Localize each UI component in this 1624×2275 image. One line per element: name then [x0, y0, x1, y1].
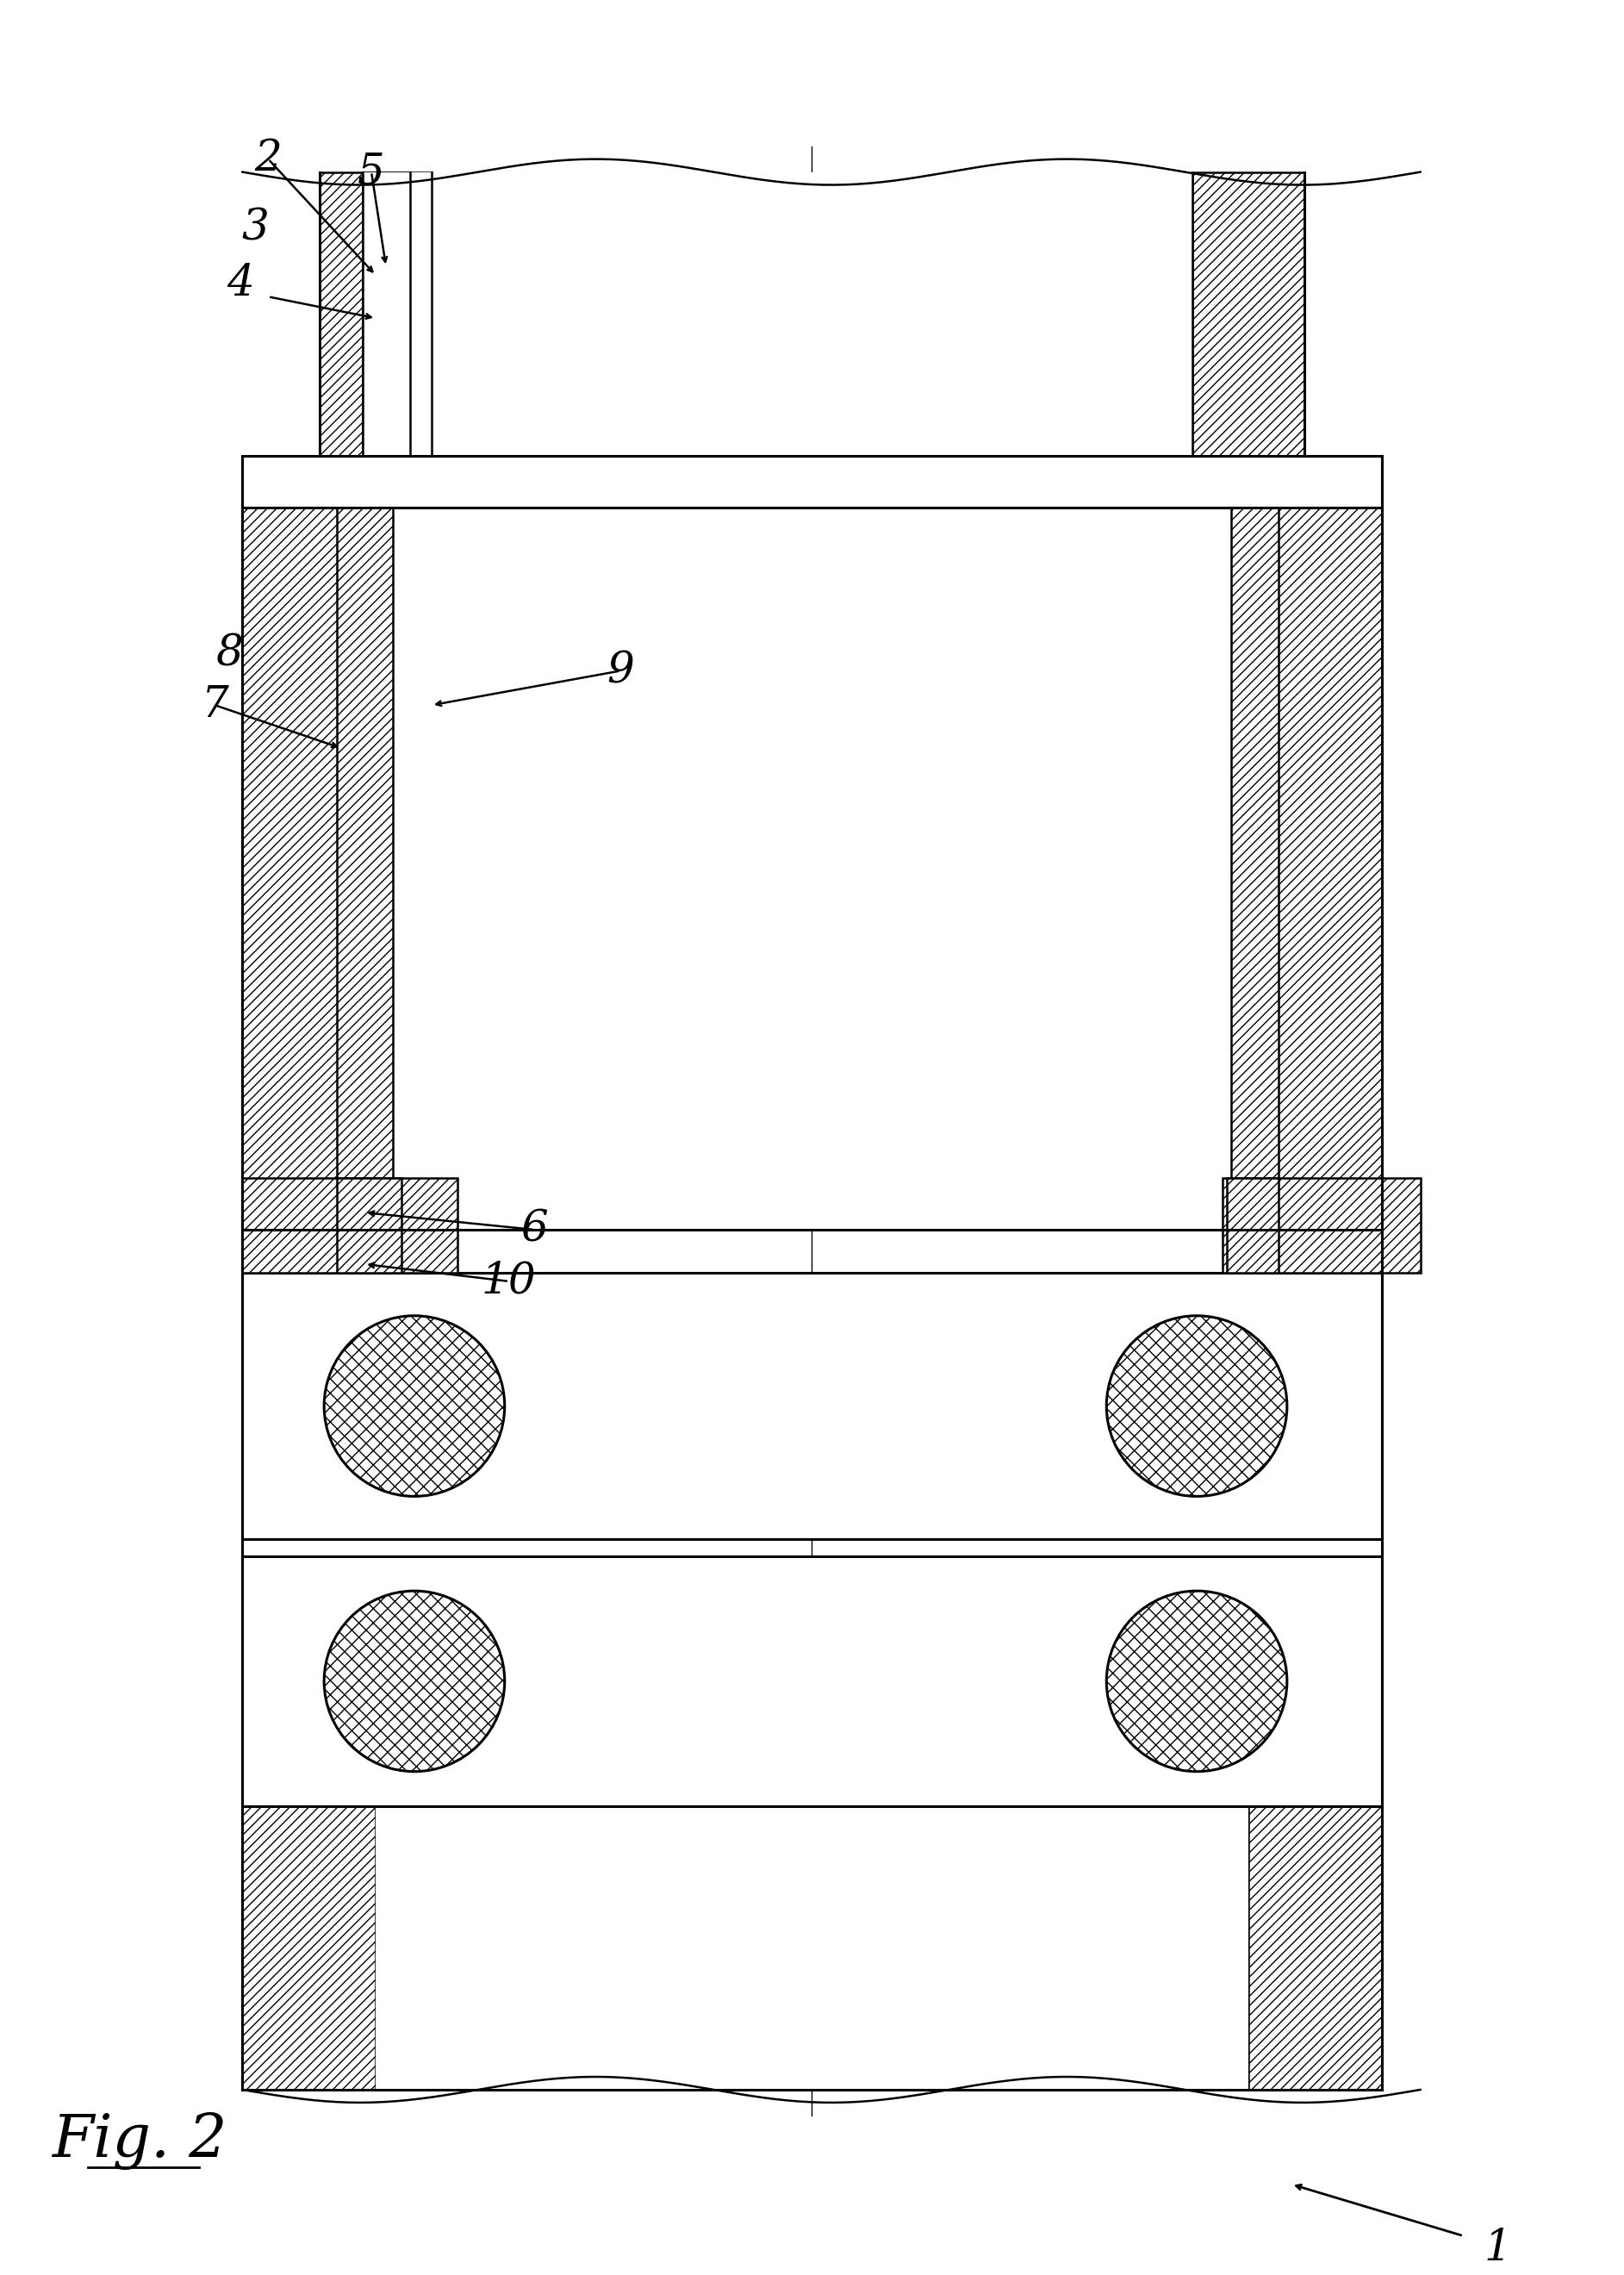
Text: Fig. 2: Fig. 2 [52, 2113, 227, 2170]
Text: 3: 3 [242, 207, 270, 250]
Bar [411, 173, 1192, 455]
Text: 10: 10 [481, 1260, 536, 1304]
Bar [242, 1806, 375, 2091]
Text: 9: 9 [607, 648, 635, 692]
Text: 1: 1 [1484, 2227, 1512, 2270]
Bar [242, 1178, 458, 1272]
Bar [242, 1556, 1382, 1806]
Bar [242, 455, 1382, 507]
Bar [242, 1272, 1382, 1540]
Circle shape [325, 1315, 505, 1497]
Text: 8: 8 [216, 632, 244, 676]
Circle shape [1106, 1315, 1286, 1497]
Text: 5: 5 [357, 150, 385, 193]
Bar [320, 173, 432, 455]
Text: 4: 4 [227, 262, 255, 305]
Text: 7: 7 [201, 685, 229, 726]
Bar [1249, 455, 1382, 1231]
Bar [338, 507, 375, 1231]
Bar [393, 507, 1231, 1231]
Bar [338, 1178, 401, 1272]
Bar [1192, 173, 1304, 455]
Bar [1249, 1806, 1382, 2091]
Bar [338, 455, 393, 1231]
Text: 2: 2 [255, 139, 283, 180]
Bar [1231, 455, 1278, 1231]
Bar [375, 1806, 1249, 2091]
Bar [242, 455, 375, 1231]
Bar [362, 173, 432, 455]
Circle shape [1106, 1590, 1286, 1772]
Bar [1226, 1178, 1278, 1272]
Circle shape [325, 1590, 505, 1772]
Bar [1249, 507, 1278, 1231]
Text: 6: 6 [521, 1208, 549, 1251]
Bar [362, 173, 411, 455]
Bar [1223, 1178, 1421, 1272]
